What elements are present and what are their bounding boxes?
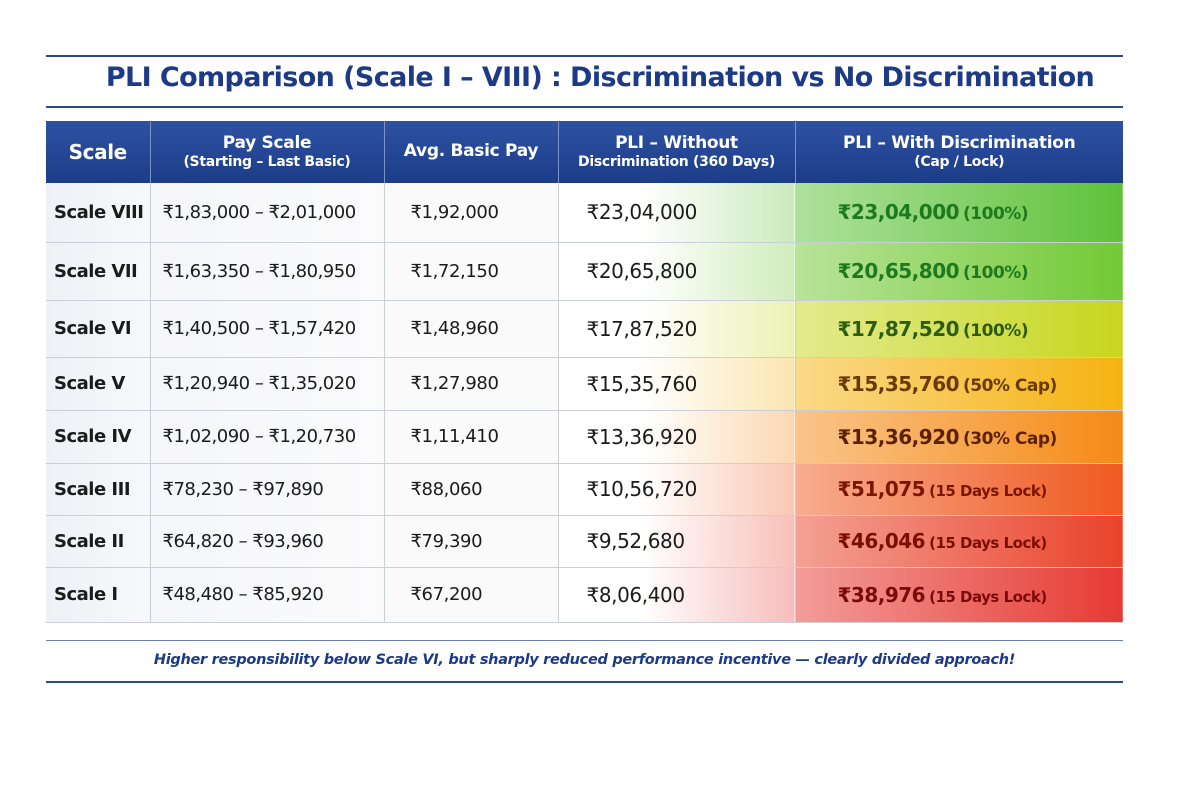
pli-without-cell: ₹13,36,920 — [558, 410, 796, 464]
pli-without-cell: ₹15,35,760 — [558, 357, 796, 411]
pli-with-cell: ₹13,36,920 (30% Cap) — [795, 410, 1123, 464]
pli-without-cell: ₹17,87,520 — [558, 300, 796, 358]
pli-with-cell: ₹38,976 (15 Days Lock) — [795, 567, 1123, 623]
pli-with-note: (15 Days Lock) — [929, 482, 1047, 500]
scale-cell: Scale V — [46, 357, 151, 411]
pli-with-amount: ₹23,04,000 — [837, 200, 960, 225]
pay-scale-cell: ₹78,230 – ₹97,890 — [150, 463, 385, 516]
pli-without-cell: ₹8,06,400 — [558, 567, 796, 623]
pli-with-amount: ₹15,35,760 — [837, 371, 960, 396]
pli-with-cell: ₹23,04,000 (100%) — [795, 183, 1123, 243]
pli-with-amount: ₹46,046 — [837, 529, 926, 553]
pay-scale-cell: ₹1,02,090 – ₹1,20,730 — [150, 410, 385, 464]
scale-cell: Scale II — [46, 515, 151, 568]
pli-with-cell: ₹15,35,760 (50% Cap) — [795, 357, 1123, 411]
header-pli-without: PLI – Without Discrimination (360 Days) — [558, 121, 796, 183]
avg-basic-cell: ₹67,200 — [384, 567, 559, 623]
pli-with-amount: ₹38,976 — [837, 582, 926, 607]
avg-basic-cell: ₹1,72,150 — [384, 242, 559, 301]
header-pli-with-subtitle: (Cap / Lock) — [914, 153, 1005, 170]
scale-cell: Scale VI — [46, 300, 151, 358]
header-pli-without-subtitle: Discrimination (360 Days) — [578, 153, 775, 170]
pli-with-amount: ₹51,075 — [837, 477, 926, 501]
table-header-row: Scale Pay Scale (Starting – Last Basic) … — [46, 121, 1123, 183]
table-row: Scale III ₹78,230 – ₹97,890 ₹88,060 ₹10,56,… — [46, 463, 1123, 516]
header-scale: Scale — [46, 121, 151, 183]
avg-basic-cell: ₹1,27,980 — [384, 357, 559, 411]
pay-scale-cell: ₹48,480 – ₹85,920 — [150, 567, 385, 623]
pli-comparison-table: Scale Pay Scale (Starting – Last Basic) … — [46, 121, 1123, 623]
pli-with-amount: ₹13,36,920 — [837, 424, 960, 449]
top-rule — [46, 55, 1123, 57]
table-row: Scale VII ₹1,63,350 – ₹1,80,950 ₹1,72,150 ₹… — [46, 242, 1123, 301]
header-avg-basic-label: Avg. Basic Pay — [403, 141, 539, 162]
page-title: PLI Comparison (Scale I – VIII) : Discri… — [105, 62, 1095, 93]
pli-with-cell: ₹51,075 (15 Days Lock) — [795, 463, 1123, 516]
pli-with-note: (100%) — [963, 320, 1029, 341]
table-body: Scale VIII ₹1,83,000 – ₹2,01,000 ₹1,92,000… — [46, 183, 1123, 623]
header-avg-basic: Avg. Basic Pay — [384, 121, 559, 183]
pli-with-note: (15 Days Lock) — [929, 587, 1047, 606]
scale-cell: Scale III — [46, 463, 151, 516]
pli-without-cell: ₹23,04,000 — [558, 183, 796, 243]
pay-scale-cell: ₹1,63,350 – ₹1,80,950 — [150, 242, 385, 301]
pli-with-cell: ₹17,87,520 (100%) — [795, 300, 1123, 358]
footnote-bottom-rule — [46, 681, 1123, 683]
pli-with-cell: ₹20,65,800 (100%) — [795, 242, 1123, 301]
pli-with-note: (30% Cap) — [963, 428, 1057, 449]
pay-scale-cell: ₹1,40,500 – ₹1,57,420 — [150, 300, 385, 358]
table-row: Scale VIII ₹1,83,000 – ₹2,01,000 ₹1,92,000… — [46, 183, 1123, 243]
pli-without-cell: ₹10,56,720 — [558, 463, 796, 516]
pli-with-amount: ₹20,65,800 — [837, 259, 960, 283]
scale-cell: Scale VII — [46, 242, 151, 301]
pli-with-note: (100%) — [963, 204, 1029, 225]
title-underline — [46, 106, 1123, 108]
pli-with-amount: ₹17,87,520 — [837, 316, 960, 341]
avg-basic-cell: ₹1,92,000 — [384, 183, 559, 243]
table-row: Scale IV ₹1,02,090 – ₹1,20,730 ₹1,11,410 ₹1… — [46, 410, 1123, 464]
table-row: Scale II ₹64,820 – ₹93,960 ₹79,390 ₹9,52,68… — [46, 515, 1123, 568]
scale-cell: Scale I — [46, 567, 151, 623]
avg-basic-cell: ₹1,11,410 — [384, 410, 559, 464]
pay-scale-cell: ₹1,83,000 – ₹2,01,000 — [150, 183, 385, 243]
scale-cell: Scale IV — [46, 410, 151, 464]
pli-without-cell: ₹9,52,680 — [558, 515, 796, 568]
header-pli-with: PLI – With Discrimination (Cap / Lock) — [795, 121, 1123, 183]
header-pay-scale-subtitle: (Starting – Last Basic) — [183, 153, 351, 170]
avg-basic-cell: ₹1,48,960 — [384, 300, 559, 358]
header-pay-scale: Pay Scale (Starting – Last Basic) — [150, 121, 385, 183]
header-pay-scale-title: Pay Scale — [222, 132, 312, 153]
pli-with-note: (100%) — [963, 263, 1029, 283]
table-row: Scale I ₹48,480 – ₹85,920 ₹67,200 ₹8,06,400… — [46, 567, 1123, 623]
avg-basic-cell: ₹88,060 — [384, 463, 559, 516]
avg-basic-cell: ₹79,390 — [384, 515, 559, 568]
header-pli-without-title: PLI – Without — [615, 132, 738, 153]
header-pli-with-title: PLI – With Discrimination — [843, 132, 1076, 153]
pli-with-cell: ₹46,046 (15 Days Lock) — [795, 515, 1123, 568]
pay-scale-cell: ₹64,820 – ₹93,960 — [150, 515, 385, 568]
pay-scale-cell: ₹1,20,940 – ₹1,35,020 — [150, 357, 385, 411]
footnote-top-rule — [46, 640, 1123, 641]
pli-with-note: (50% Cap) — [963, 375, 1057, 396]
pli-with-note: (15 Days Lock) — [929, 534, 1047, 552]
table-row: Scale VI ₹1,40,500 – ₹1,57,420 ₹1,48,960 ₹1… — [46, 300, 1123, 358]
pli-without-cell: ₹20,65,800 — [558, 242, 796, 301]
scale-cell: Scale VIII — [46, 183, 151, 243]
footnote: Higher responsibility below Scale VI, bu… — [153, 652, 1016, 668]
table-row: Scale V ₹1,20,940 – ₹1,35,020 ₹1,27,980 ₹15… — [46, 357, 1123, 411]
